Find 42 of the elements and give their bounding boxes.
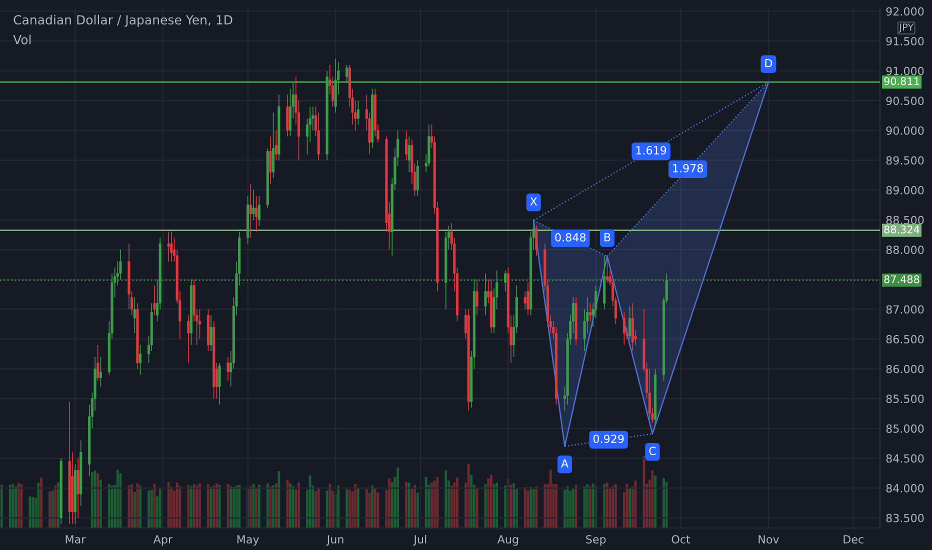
y-tick-label: 84.000 [886,484,924,492]
y-tick-label: 83.500 [886,514,924,522]
annotation: 0.848 [555,233,586,242]
annotation: X [530,197,538,206]
y-tick-label: 87.000 [886,305,924,314]
y-tick-label: 89.500 [886,156,924,165]
x-tick-label: Aug [497,535,518,546]
annotation: C [649,446,656,456]
x-tick-label: Mar [66,535,86,544]
y-tick-label: 92.000 [886,7,924,16]
y-tick-label: 91.500 [886,37,924,46]
x-tick-label: Apr [153,535,173,546]
x-tick-label: Jul [413,534,426,546]
y-tick-label: 86.000 [886,364,924,374]
chart-title: Vol [13,34,31,44]
ref-line-label: 90.811 [884,77,920,86]
x-tick-label: Oct [672,535,690,544]
ref-line-label: 87.488 [884,275,920,284]
y-tick-label: 86.500 [886,335,924,344]
x-tick-label: Nov [758,535,779,544]
y-tick-label: 85.500 [886,394,924,404]
x-tick-label: May [237,535,259,546]
annotation: 0.929 [593,434,624,444]
text: JPY [898,24,914,33]
y-tick-label: 90.500 [886,96,924,106]
y-tick-label: 85.000 [886,424,924,433]
annotation: 1.978 [673,164,703,172]
x-tick-label: Dec [844,535,864,544]
y-tick-label: 89.000 [886,186,924,194]
y-tick-label: 88.500 [886,216,924,224]
y-tick-label: 91.000 [886,66,924,76]
annotation: B [604,233,610,242]
y-tick-label: 84.500 [886,454,924,463]
text: Canadian Dollar / Japanese Yen, 1D [14,14,232,27]
annotation: 1.619 [636,146,666,155]
y-tick-label: 90.000 [886,126,924,135]
ref-line-label: 88.324 [884,225,920,234]
annotation: A [561,459,568,468]
x-tick-label: Jun [326,535,344,546]
y-tick-label: 88.000 [886,246,924,254]
x-tick-label: Sep [586,535,606,546]
annotation: D [765,59,772,68]
